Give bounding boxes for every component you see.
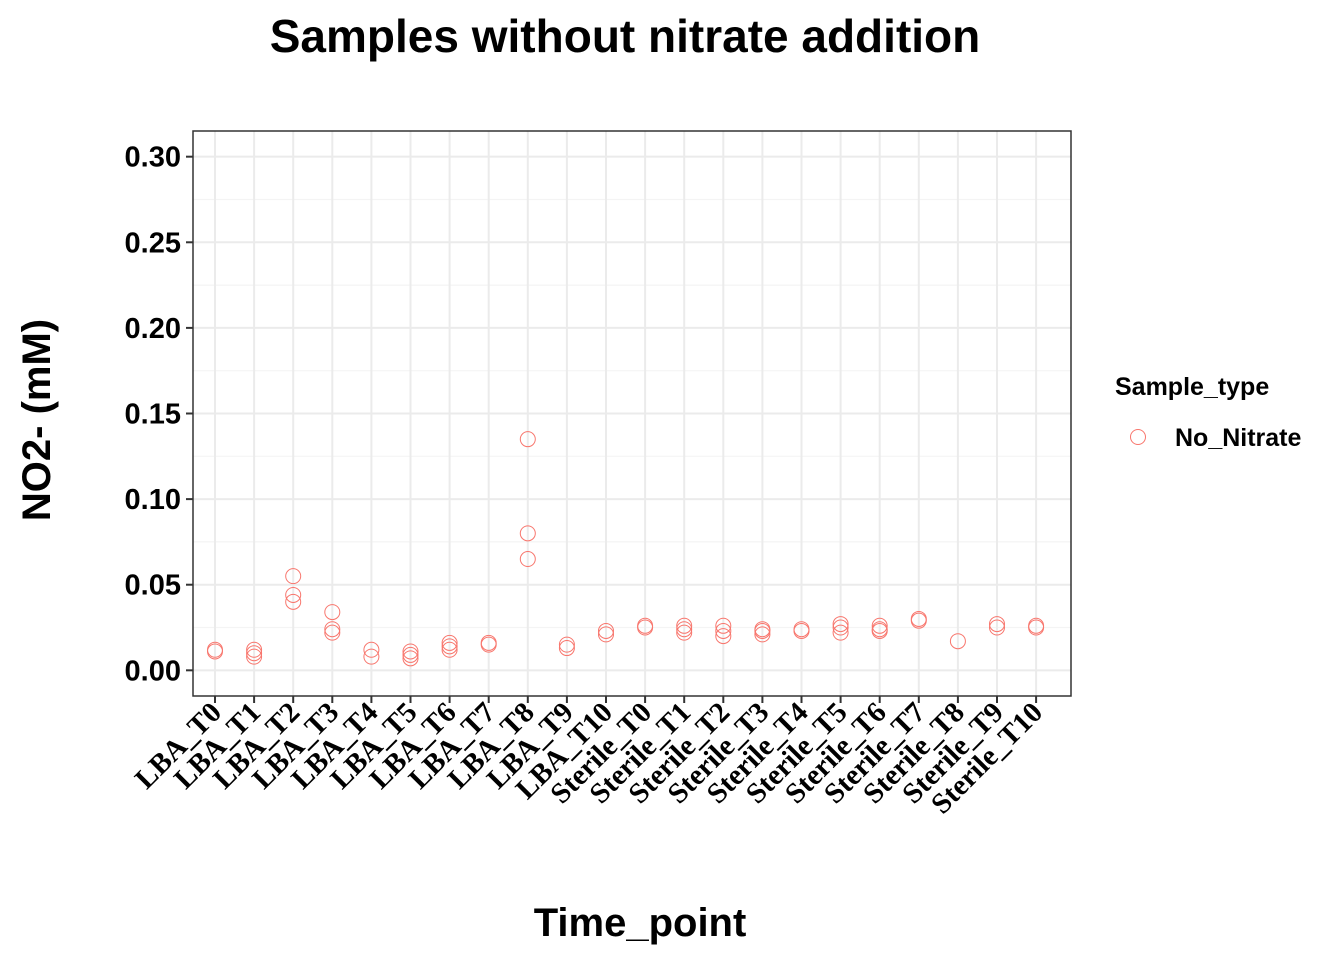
- data-point: [949, 633, 966, 650]
- plot-panel: [192, 130, 1072, 697]
- data-point: [598, 622, 614, 639]
- legend: Sample_type No_Nitrate: [1115, 373, 1302, 452]
- legend-title: Sample_type: [1115, 373, 1269, 401]
- data-point: [402, 643, 419, 660]
- data-point: [285, 568, 302, 585]
- data-point: [441, 638, 458, 655]
- x-axis-title: Time_point: [534, 901, 747, 945]
- data-point: [715, 622, 732, 639]
- data-point: [793, 622, 810, 639]
- data-point: [519, 551, 536, 568]
- data-point: [285, 586, 302, 603]
- data-point: [519, 525, 536, 542]
- data-point: [832, 624, 849, 641]
- data-point: [871, 617, 888, 634]
- data-point: [480, 636, 497, 653]
- data-point: [285, 593, 302, 610]
- data-point: [598, 626, 614, 643]
- y-tick-label: 0.30: [125, 142, 181, 174]
- y-tick-label: 0.20: [125, 313, 181, 345]
- data-point: [246, 648, 263, 665]
- data-points: [207, 431, 1045, 667]
- y-tick-label: 0.00: [125, 655, 181, 687]
- data-point: [207, 643, 223, 660]
- grid-lines: [193, 131, 1071, 696]
- data-point: [1028, 619, 1045, 636]
- data-point: [676, 624, 693, 641]
- data-point: [637, 619, 654, 636]
- data-point: [715, 617, 732, 634]
- data-point: [519, 431, 536, 448]
- data-point: [832, 619, 849, 636]
- data-point: [754, 622, 771, 639]
- data-point: [910, 612, 927, 629]
- data-point: [989, 616, 1005, 633]
- data-point: [324, 621, 341, 638]
- data-point: [676, 621, 693, 638]
- data-point: [715, 628, 732, 645]
- data-point: [246, 645, 263, 662]
- y-tick-label: 0.25: [125, 227, 181, 259]
- data-point: [441, 641, 458, 658]
- data-point: [558, 636, 575, 653]
- y-axis: 0.00 0.05 0.10 0.15 0.20 0.25 0.30: [125, 142, 193, 687]
- data-point: [676, 617, 693, 634]
- y-tick-label: 0.15: [125, 399, 181, 431]
- y-tick-label: 0.10: [125, 484, 181, 516]
- y-axis-title: NO2- (mM): [15, 319, 59, 521]
- legend-key-circle-icon: [1130, 429, 1146, 445]
- data-point: [324, 604, 341, 621]
- data-point: [558, 640, 575, 657]
- data-point: [754, 626, 771, 643]
- data-point: [246, 641, 263, 658]
- data-point: [441, 634, 458, 651]
- legend-label: No_Nitrate: [1175, 424, 1302, 452]
- data-point: [324, 624, 341, 641]
- x-axis: LBA_T0LBA_T1LBA_T2LBA_T3LBA_T4LBA_T5LBA_…: [129, 696, 1049, 820]
- data-point: [402, 650, 419, 667]
- data-point: [871, 622, 888, 639]
- chart-title: Samples without nitrate addition: [270, 10, 980, 62]
- data-point: [402, 646, 419, 663]
- y-tick-label: 0.05: [125, 570, 181, 602]
- data-point: [363, 641, 380, 658]
- data-point: [363, 648, 380, 665]
- data-point: [832, 616, 849, 633]
- data-point: [989, 619, 1005, 636]
